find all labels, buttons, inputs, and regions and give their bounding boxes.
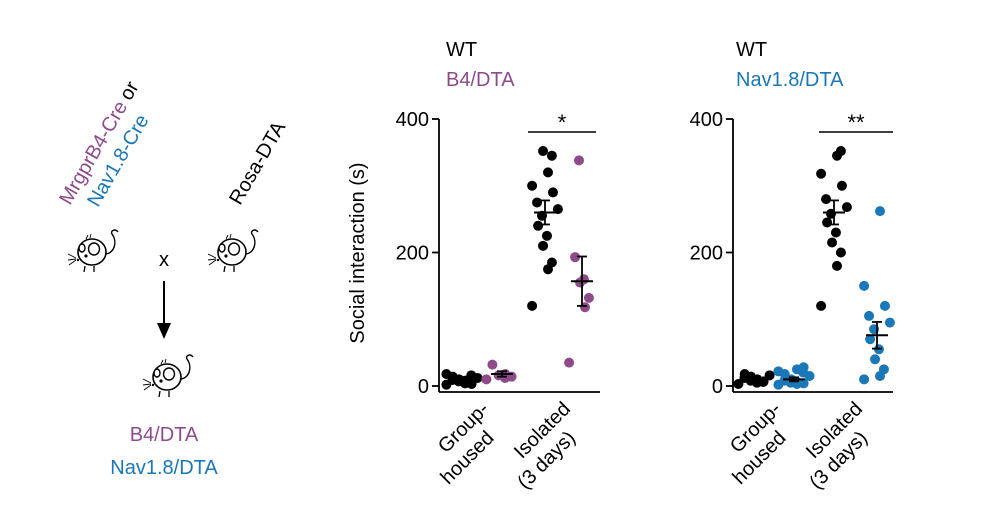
data-point bbox=[583, 292, 594, 303]
chart-panel-nav18: WT Nav1.8/DTA 0 200 400 Group-housed Isolate… bbox=[690, 39, 895, 494]
data-point bbox=[481, 374, 492, 385]
data-point bbox=[821, 194, 832, 205]
data-point bbox=[865, 334, 876, 345]
data-point bbox=[564, 357, 575, 368]
x-tick-label: Group-housed bbox=[726, 398, 791, 489]
data-point bbox=[527, 180, 538, 191]
data-point bbox=[758, 376, 769, 387]
down-arrow-icon bbox=[157, 281, 171, 339]
mouse-icon bbox=[67, 229, 119, 273]
data-point bbox=[859, 280, 870, 291]
x-tick-label: Isolated(3 days) bbox=[510, 398, 580, 494]
data-point bbox=[832, 260, 842, 271]
legend-label-nav18: Nav1.8/DTA bbox=[736, 69, 844, 91]
data-point bbox=[543, 167, 553, 178]
legend-label-b4: B4/DTA bbox=[446, 69, 515, 91]
data-point bbox=[879, 300, 890, 311]
data-point bbox=[841, 202, 852, 213]
significance-label: * bbox=[558, 110, 567, 135]
data-point bbox=[574, 155, 584, 166]
schematic: MrgprB4-Creor Nav1.8-Cre Rosa-DTA x B4/D… bbox=[55, 77, 290, 479]
data-point bbox=[816, 168, 827, 179]
data-point bbox=[764, 370, 775, 381]
legend-label-wt: WT bbox=[446, 39, 477, 61]
x-tick-label: Group-housed bbox=[434, 398, 499, 489]
y-tick-label: 200 bbox=[396, 243, 429, 265]
data-point bbox=[546, 257, 557, 268]
y-tick-label: 0 bbox=[418, 376, 429, 398]
data-point bbox=[830, 227, 841, 238]
data-point bbox=[827, 237, 838, 248]
data-point bbox=[547, 187, 558, 198]
data-point bbox=[859, 374, 870, 385]
data-point bbox=[739, 368, 750, 379]
data-point bbox=[835, 146, 846, 157]
mouse-icon bbox=[142, 354, 194, 398]
y-tick-label: 400 bbox=[690, 109, 723, 131]
data-point bbox=[570, 252, 581, 263]
mouse-icon bbox=[207, 229, 259, 273]
x-tick-label: Isolated(3 days) bbox=[802, 398, 872, 494]
cross-symbol: x bbox=[159, 249, 169, 271]
significance-label: ** bbox=[847, 110, 865, 135]
data-point bbox=[798, 362, 809, 373]
data-point bbox=[487, 359, 498, 370]
y-axis-label: Social interaction (s) bbox=[347, 162, 369, 343]
data-point bbox=[875, 206, 885, 217]
data-point bbox=[538, 240, 549, 251]
data-point bbox=[546, 150, 557, 161]
data-point bbox=[541, 230, 552, 241]
legend-label-wt: WT bbox=[736, 39, 767, 61]
data-point bbox=[538, 146, 549, 157]
data-point bbox=[578, 274, 589, 285]
y-tick-label: 400 bbox=[396, 109, 429, 131]
data-point bbox=[441, 368, 452, 379]
data-point bbox=[878, 364, 889, 375]
data-point bbox=[466, 370, 477, 381]
data-point bbox=[835, 247, 846, 258]
data-point bbox=[870, 354, 881, 365]
data-point bbox=[533, 220, 544, 231]
chart-panel-b4: WT B4/DTA Social interaction (s) 0 200 400… bbox=[347, 39, 600, 494]
offspring-nav18-label: Nav1.8/DTA bbox=[110, 457, 218, 479]
data-point bbox=[773, 366, 784, 377]
data-point bbox=[816, 300, 827, 311]
data-point bbox=[836, 180, 847, 191]
data-point bbox=[884, 317, 895, 328]
y-tick-label: 200 bbox=[690, 243, 723, 265]
rosa-dta-label: Rosa-DTA bbox=[225, 117, 290, 208]
data-point bbox=[532, 197, 543, 208]
y-tick-label: 0 bbox=[712, 376, 723, 398]
data-point bbox=[864, 310, 875, 321]
offspring-b4-label: B4/DTA bbox=[130, 424, 199, 446]
data-point bbox=[822, 217, 833, 228]
data-point bbox=[527, 300, 538, 311]
